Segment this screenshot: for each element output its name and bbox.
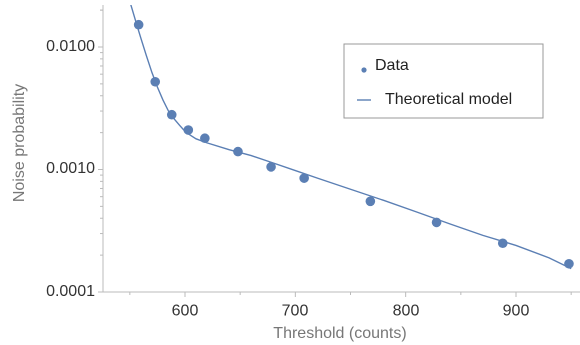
data-point: [183, 125, 194, 135]
data-point: [431, 217, 442, 228]
data-point: [133, 19, 144, 30]
data-point: [497, 238, 508, 249]
data-point: [365, 196, 376, 207]
y-tick-label-0.0001: 0.0001: [46, 283, 95, 300]
x-tick-label-900: 900: [503, 302, 530, 319]
x-axis-title: Threshold (counts): [273, 325, 406, 342]
x-tick-label-800: 800: [393, 302, 420, 319]
legend-data-label: Data: [375, 57, 409, 74]
data-point: [166, 109, 177, 120]
x-tick-label-700: 700: [282, 302, 309, 319]
data-point: [233, 146, 243, 157]
theoretical-model-line: [130, 5, 572, 270]
legend-box: [343, 43, 544, 119]
data-point: [299, 173, 309, 183]
y-tick-label-0.0010: 0.0010: [46, 160, 95, 177]
x-tick-label-600: 600: [172, 302, 199, 319]
y-tick-label-0.0100: 0.0100: [46, 38, 95, 55]
data-point: [564, 258, 574, 269]
data-point: [266, 162, 276, 172]
data-point: [200, 133, 210, 144]
legend-model-label: Theoretical model: [385, 91, 512, 108]
data-point: [150, 76, 161, 87]
axis-ticks: [98, 9, 572, 297]
data-points: [133, 19, 574, 269]
legend-data-marker: [361, 67, 367, 73]
y-axis-title: Noise probability: [11, 84, 28, 202]
legend: Data Theoretical model: [343, 43, 544, 119]
